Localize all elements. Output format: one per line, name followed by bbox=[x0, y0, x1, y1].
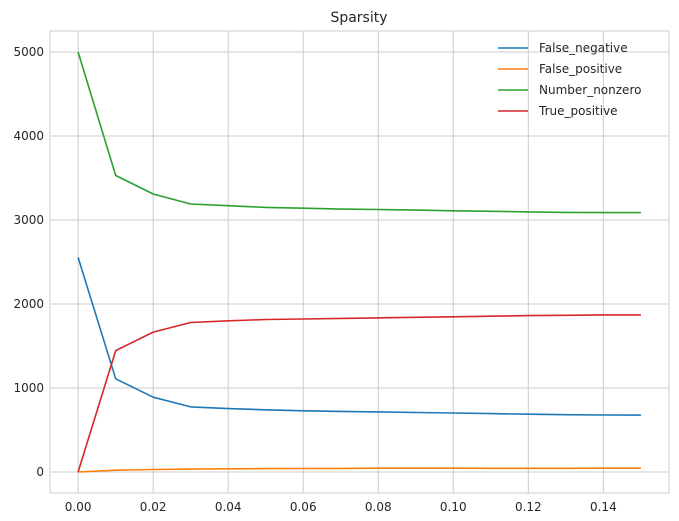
series-lines bbox=[77, 51, 641, 473]
y-tick-label: 5000 bbox=[13, 45, 44, 59]
x-tick-label: 0.02 bbox=[140, 500, 167, 514]
series-line-false-positive bbox=[78, 467, 641, 473]
y-tick-label: 3000 bbox=[13, 213, 44, 227]
y-tick-label: 4000 bbox=[13, 129, 44, 143]
y-tick-label: 0 bbox=[36, 465, 44, 479]
x-axis: 0.00 0.02 0.04 0.06 0.08 0.10 0.12 0.14 bbox=[65, 500, 617, 514]
x-tick-label: 0.04 bbox=[215, 500, 242, 514]
series-line-true-positive bbox=[77, 314, 641, 473]
y-tick-label: 1000 bbox=[13, 381, 44, 395]
x-tick-label: 0.10 bbox=[440, 500, 467, 514]
legend-entry: False_negative bbox=[539, 41, 628, 55]
y-tick-label: 2000 bbox=[13, 297, 44, 311]
x-tick-label: 0.12 bbox=[515, 500, 542, 514]
legend-entry: True_positive bbox=[538, 104, 618, 118]
x-tick-label: 0.08 bbox=[365, 500, 392, 514]
x-tick-label: 0.14 bbox=[590, 500, 617, 514]
legend-entry: False_positive bbox=[539, 62, 622, 76]
x-tick-label: 0.00 bbox=[65, 500, 92, 514]
legend-entry: Number_nonzero bbox=[539, 83, 641, 97]
series-line-number-nonzero bbox=[77, 51, 641, 214]
chart-title: Sparsity bbox=[330, 10, 387, 26]
grid-lines bbox=[50, 31, 669, 493]
legend: False_negative False_positive Number_nonze… bbox=[498, 41, 641, 118]
x-tick-label: 0.06 bbox=[290, 500, 317, 514]
series-line-false-negative bbox=[77, 257, 641, 416]
y-axis: 0 1000 2000 3000 4000 5000 bbox=[13, 45, 44, 479]
plot-area-frame bbox=[49, 30, 670, 494]
